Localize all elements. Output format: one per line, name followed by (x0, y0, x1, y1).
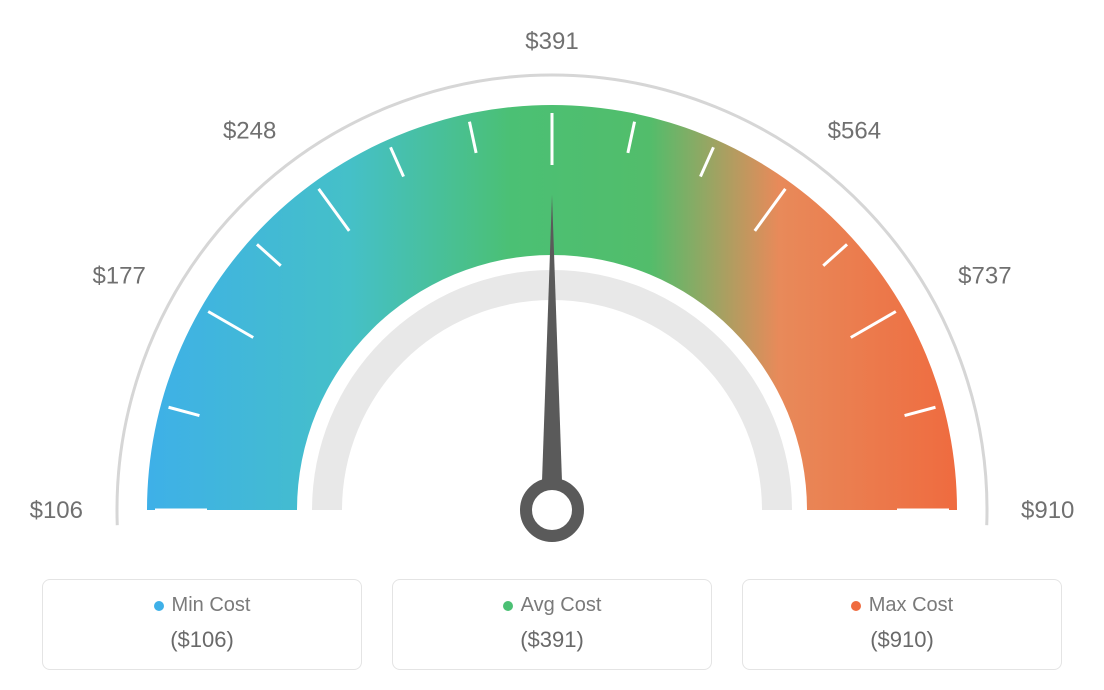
gauge-tick-label: $391 (525, 28, 578, 55)
cost-gauge-chart: { "gauge": { "type": "gauge", "min_value… (0, 0, 1104, 690)
gauge-tick-label: $177 (92, 263, 145, 290)
legend-dot (154, 601, 164, 611)
legend-row: Min Cost ($106) Avg Cost ($391) Max Cost… (0, 579, 1104, 670)
gauge-needle-hub (526, 484, 578, 536)
legend-value: ($910) (753, 627, 1051, 653)
legend-label-text: Avg Cost (521, 594, 602, 617)
legend-label: Avg Cost (403, 594, 701, 617)
legend-value: ($391) (403, 627, 701, 653)
legend-label-text: Max Cost (869, 594, 953, 617)
gauge-tick-label: $106 (30, 497, 83, 524)
legend-dot (503, 601, 513, 611)
legend-label: Min Cost (53, 594, 351, 617)
legend-label: Max Cost (753, 594, 1051, 617)
legend-card: Max Cost ($910) (742, 579, 1062, 670)
legend-label-text: Min Cost (172, 594, 251, 617)
gauge-tick-label: $564 (828, 118, 881, 145)
gauge-svg: $106 $177 $248 $391 $564 $737 $910 (0, 0, 1104, 560)
gauge-area: $106 $177 $248 $391 $564 $737 $910 (0, 0, 1104, 560)
legend-value: ($106) (53, 627, 351, 653)
legend-dot (851, 601, 861, 611)
gauge-tick-label: $248 (223, 118, 276, 145)
gauge-tick-label: $737 (958, 263, 1011, 290)
legend-card: Min Cost ($106) (42, 579, 362, 670)
gauge-tick-label: $910 (1021, 497, 1074, 524)
legend-card: Avg Cost ($391) (392, 579, 712, 670)
